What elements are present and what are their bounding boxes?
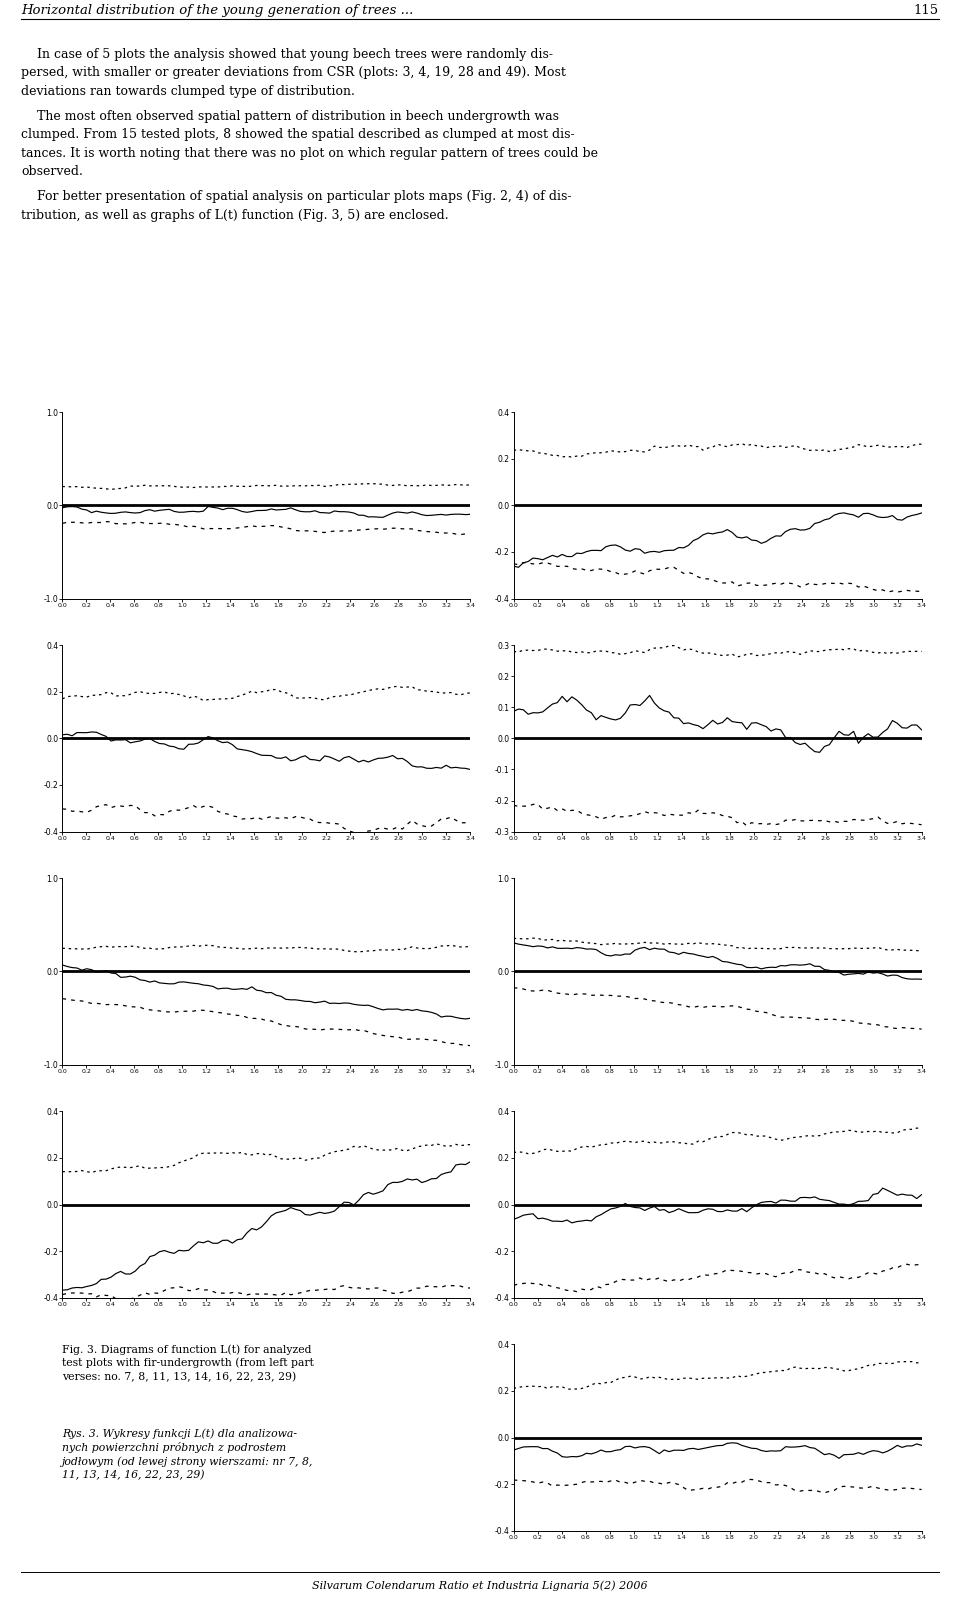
Text: deviations ran towards clumped type of distribution.: deviations ran towards clumped type of d… <box>21 84 355 98</box>
Text: 115: 115 <box>914 3 939 18</box>
Text: tances. It is worth noting that there was no plot on which regular pattern of tr: tances. It is worth noting that there wa… <box>21 147 598 160</box>
Text: persed, with smaller or greater deviations from CSR (plots: 3, 4, 19, 28 and 49): persed, with smaller or greater deviatio… <box>21 66 566 79</box>
Text: Fig. 3. Diagrams of function L(t) for analyzed
test plots with fir-undergrowth (: Fig. 3. Diagrams of function L(t) for an… <box>62 1344 314 1382</box>
Text: Silvarum Colendarum Ratio et Industria Lignaria 5(2) 2006: Silvarum Colendarum Ratio et Industria L… <box>312 1580 648 1591</box>
Text: observed.: observed. <box>21 165 83 179</box>
Text: For better presentation of spatial analysis on particular plots maps (Fig. 2, 4): For better presentation of spatial analy… <box>21 190 571 203</box>
Text: Horizontal distribution of the young generation of trees ...: Horizontal distribution of the young gen… <box>21 3 414 18</box>
Text: tribution, as well as graphs of L(t) function (Fig. 3, 5) are enclosed.: tribution, as well as graphs of L(t) fun… <box>21 208 448 223</box>
Text: Rys. 3. Wykresy funkcji L(t) dla analizowa-
nych powierzchni próbnych z podroste: Rys. 3. Wykresy funkcji L(t) dla analizo… <box>62 1428 314 1480</box>
Text: The most often observed spatial pattern of distribution in beech undergrowth was: The most often observed spatial pattern … <box>21 110 559 123</box>
Text: In case of 5 plots the analysis showed that young beech trees were randomly dis-: In case of 5 plots the analysis showed t… <box>21 47 553 61</box>
Text: clumped. From 15 tested plots, 8 showed the spatial described as clumped at most: clumped. From 15 tested plots, 8 showed … <box>21 128 575 142</box>
